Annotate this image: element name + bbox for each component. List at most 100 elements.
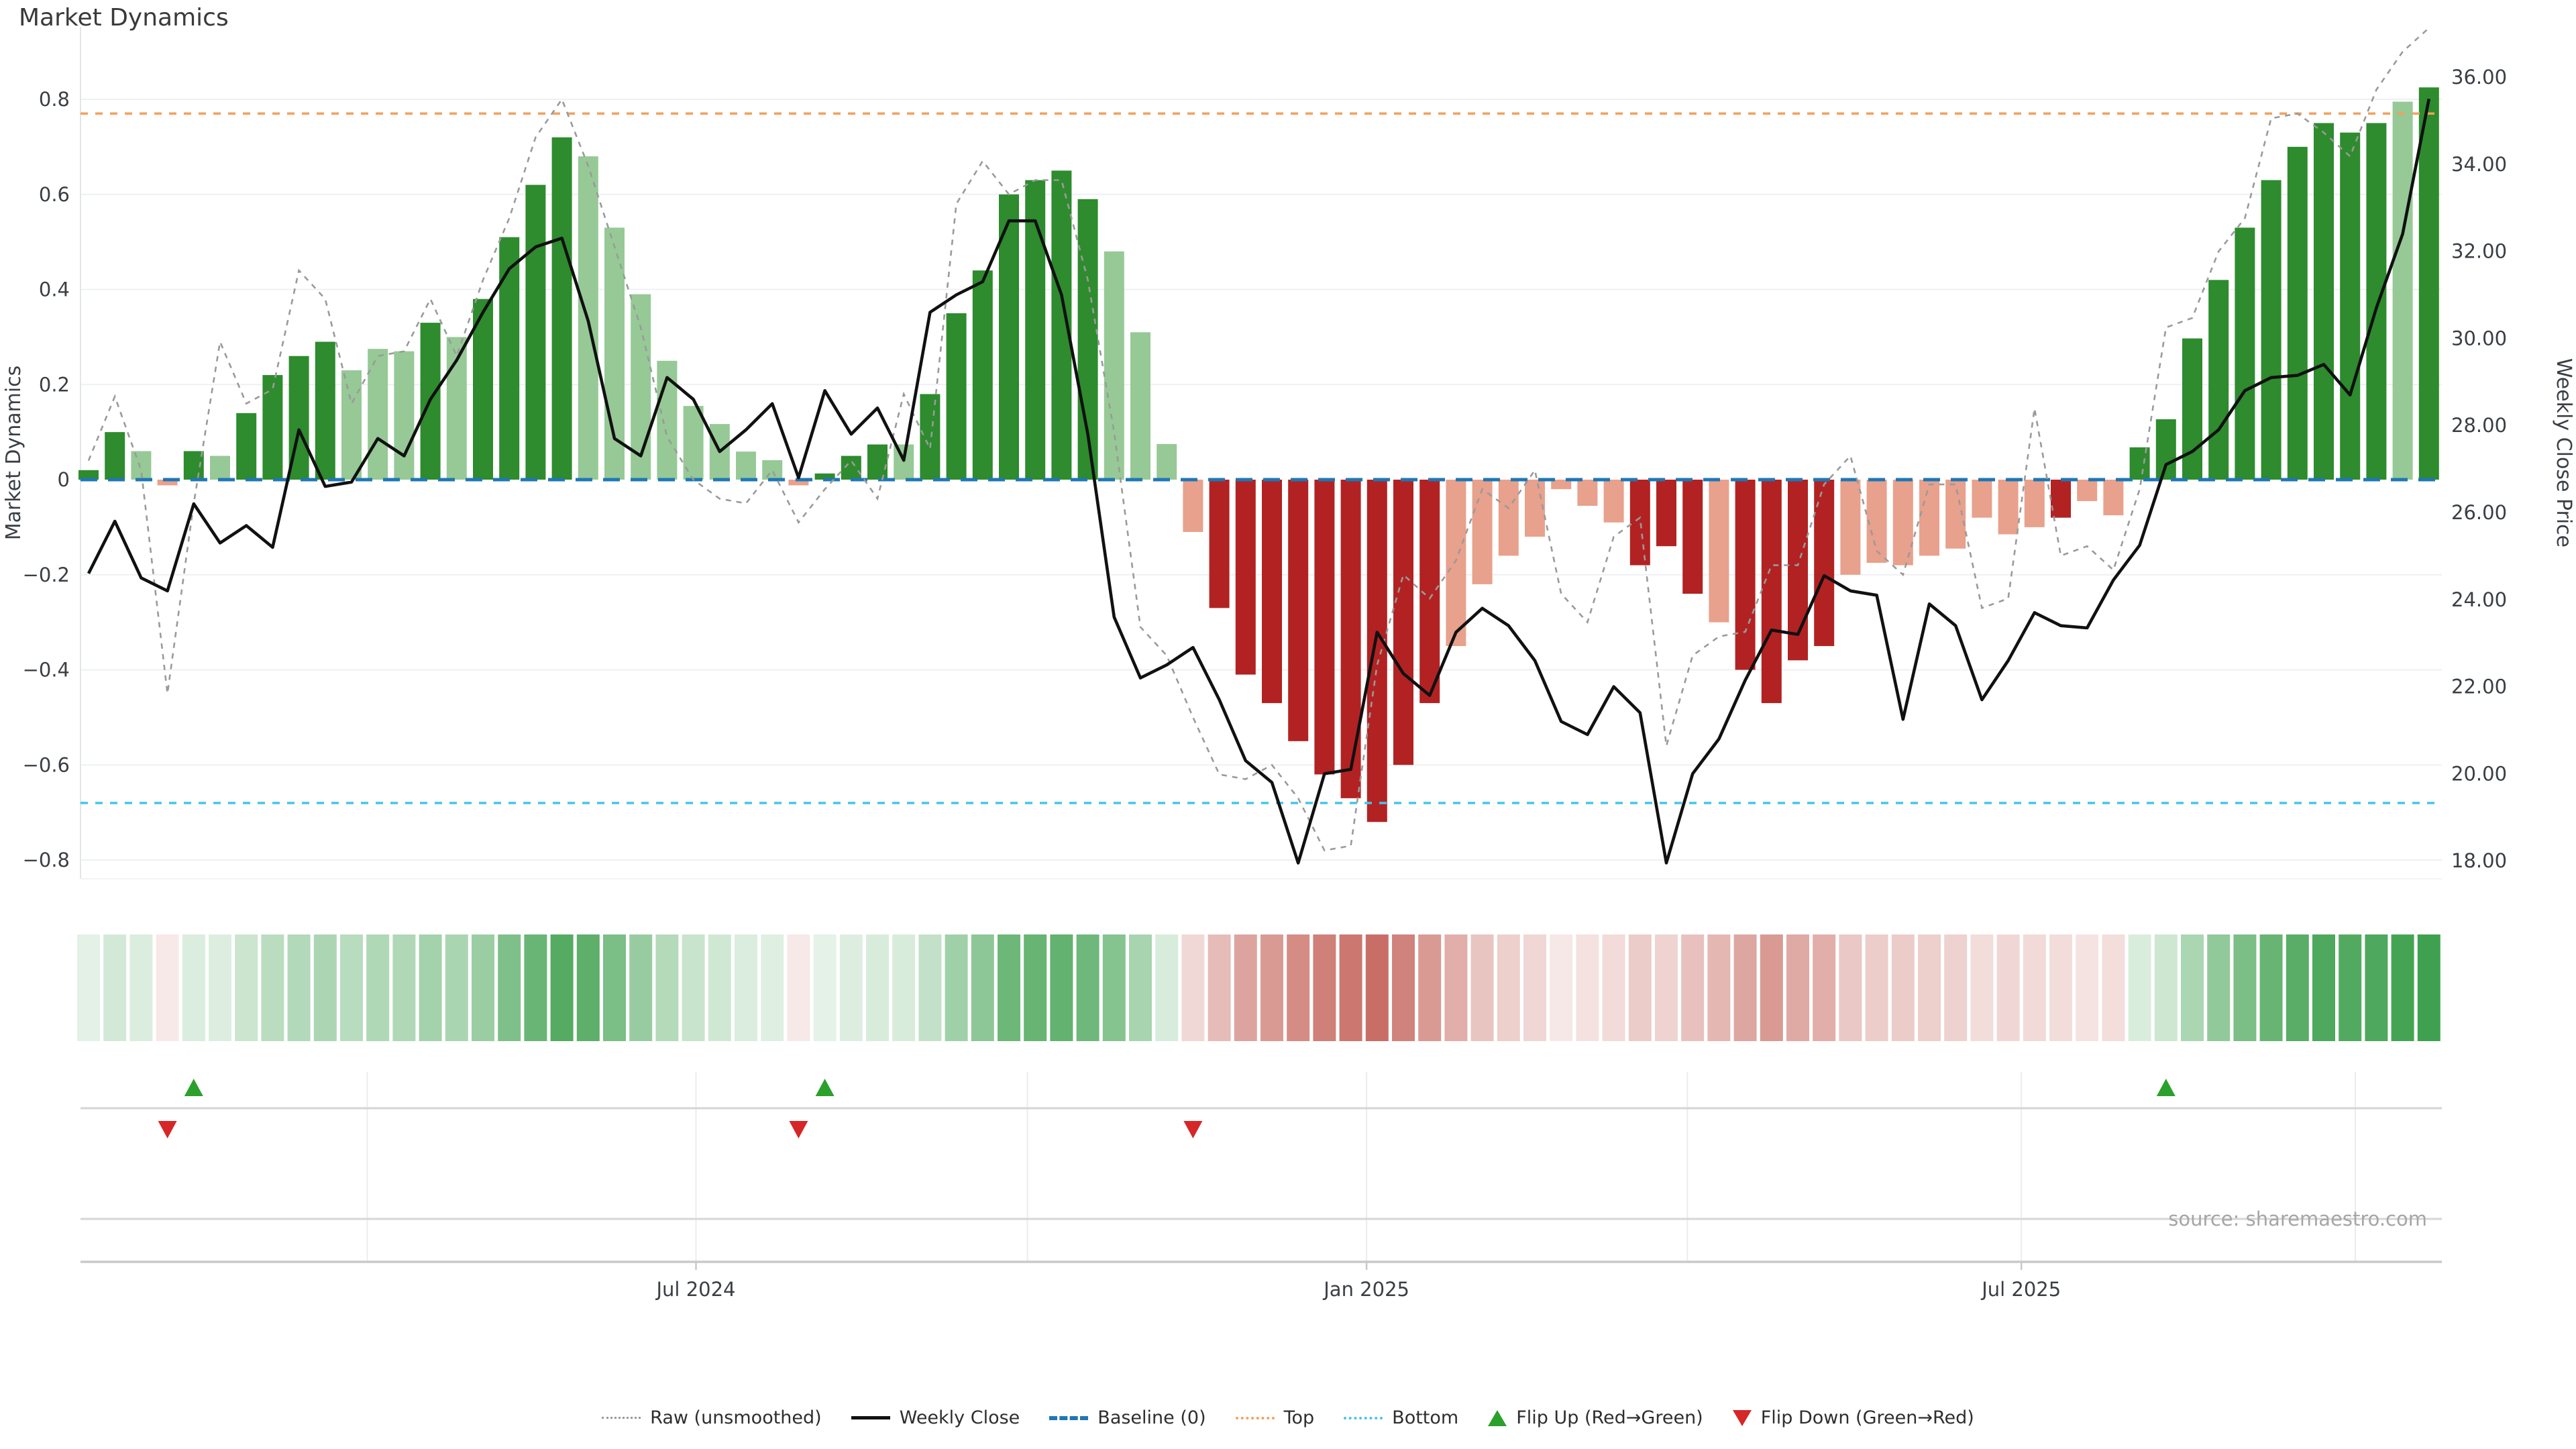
heatmap-cell: [1024, 934, 1047, 1041]
solid-line-icon: [851, 1416, 890, 1419]
svg-text:−0.4: −0.4: [23, 659, 70, 682]
heatmap-cell: [1260, 934, 1283, 1041]
heatmap-cell: [261, 934, 284, 1041]
svg-text:0.2: 0.2: [39, 373, 70, 396]
gridlines: [80, 27, 2442, 879]
svg-text:18.00: 18.00: [2451, 849, 2507, 872]
dynamics-bar: [894, 444, 914, 480]
svg-text:36.00: 36.00: [2451, 66, 2507, 89]
dynamics-bar: [315, 341, 335, 480]
heatmap-cell: [550, 934, 574, 1041]
dynamics-bar: [1866, 480, 1887, 564]
dynamics-bar: [394, 351, 415, 480]
dashed-line-icon: [1049, 1415, 1089, 1420]
heatmap-cell: [340, 934, 363, 1041]
heatmap-cell: [945, 934, 968, 1041]
dynamics-bar: [2287, 146, 2308, 480]
heatmap-cell: [1497, 934, 1520, 1041]
dynamics-bar: [1025, 180, 1046, 480]
heatmap-cell: [2076, 934, 2099, 1041]
dynamics-bar: [2182, 338, 2202, 480]
heatmap-cell: [1287, 934, 1310, 1041]
heatmap-cell: [839, 934, 863, 1041]
heatmap-cell: [472, 934, 494, 1041]
dynamics-bar: [1998, 480, 2019, 535]
legend-item-baseline: Baseline (0): [1049, 1407, 1206, 1428]
dynamics-bar: [972, 270, 993, 480]
dynamics-bar: [2261, 180, 2282, 480]
svg-text:Jan 2025: Jan 2025: [1322, 1278, 1409, 1301]
heatmap-cell: [1523, 934, 1546, 1041]
heatmap-cell: [2181, 934, 2204, 1041]
heatmap-cell: [1392, 934, 1415, 1041]
raw-line-icon: [602, 1417, 641, 1419]
dynamics-bar: [236, 413, 257, 480]
dynamics-bar: [1157, 443, 1177, 480]
dynamics-bar: [1814, 480, 1835, 647]
dynamics-bar: [2077, 480, 2098, 501]
legend-item-flip-down: Flip Down (Green→Red): [1732, 1407, 1974, 1428]
dynamics-bar: [1130, 332, 1150, 480]
dynamics-bar: [1235, 480, 1256, 675]
legend-label: Raw (unsmoothed): [650, 1407, 822, 1428]
dynamics-bar: [1972, 480, 1992, 518]
dynamics-bar: [551, 137, 572, 480]
flip-markers: [158, 1079, 2176, 1138]
dynamics-bar: [2129, 447, 2150, 480]
heatmap-cell: [156, 934, 179, 1041]
lower-panel: [80, 1072, 2442, 1263]
heatmap-cell: [629, 934, 653, 1041]
heatmap-cell: [182, 934, 205, 1041]
dynamics-bar: [1393, 480, 1413, 765]
raw-line: [87, 27, 2430, 852]
dynamics-bar: [1366, 480, 1387, 822]
heatmap-cell: [103, 934, 127, 1041]
legend-item-weekly-close: Weekly Close: [851, 1407, 1020, 1428]
heatmap-cell: [603, 934, 626, 1041]
dynamics-bar: [2314, 123, 2334, 480]
dynamics-bar: [841, 455, 861, 480]
heatmap-cell: [1602, 934, 1625, 1041]
dynamics-bar: [78, 470, 99, 480]
dynamics-bar: [867, 444, 888, 480]
dynamics-bar: [1788, 480, 1808, 661]
svg-text:20.00: 20.00: [2451, 762, 2507, 785]
main-chart-svg: 0.8 0.6 0.4 0.2 0 −0.2 −0.4 −0.6 −0.8 36.00 34.00 3…: [2, 27, 2575, 1301]
dynamics-bar: [1919, 480, 1939, 556]
heatmap-cell: [813, 934, 837, 1041]
heatmap-cell: [1129, 934, 1152, 1041]
flip-down-marker: [789, 1121, 808, 1138]
dynamics-bar: [105, 432, 125, 480]
svg-text:Jul 2025: Jul 2025: [1980, 1278, 2061, 1301]
heatmap-cell: [1076, 934, 1099, 1041]
dynamics-bar: [1340, 480, 1361, 798]
heatmap-cell: [2154, 934, 2178, 1041]
legend-label: Bottom: [1392, 1407, 1459, 1428]
svg-text:0.4: 0.4: [39, 278, 70, 301]
svg-text:0.6: 0.6: [39, 183, 70, 206]
heatmap-cell: [77, 934, 100, 1041]
heatmap-cell: [1970, 934, 1994, 1041]
dynamics-bar: [1840, 480, 1861, 575]
dynamics-bar: [525, 184, 546, 480]
heatmap-cell: [1839, 934, 1862, 1041]
dynamics-bar: [157, 480, 178, 486]
dynamics-bar: [210, 455, 230, 480]
dynamics-bar: [2392, 101, 2413, 480]
heatmap-cell: [1313, 934, 1336, 1041]
heatmap-cell: [576, 934, 600, 1041]
heatmap-cell: [761, 934, 784, 1041]
heatmap-cell: [1918, 934, 1941, 1041]
heatmap-cell: [918, 934, 942, 1041]
heatmap-cell: [1760, 934, 1783, 1041]
heatmap-cell: [419, 934, 442, 1041]
heatmap-cell: [655, 934, 679, 1041]
svg-text:Jul 2024: Jul 2024: [655, 1278, 736, 1301]
legend-label: Flip Down (Green→Red): [1760, 1407, 1974, 1428]
dynamics-bar: [1735, 480, 1756, 670]
dynamics-bar: [920, 394, 941, 480]
heatmap-cell: [445, 934, 468, 1041]
svg-text:24.00: 24.00: [2451, 588, 2507, 611]
svg-text:−0.8: −0.8: [23, 849, 70, 871]
dynamics-bar: [1892, 480, 1913, 566]
